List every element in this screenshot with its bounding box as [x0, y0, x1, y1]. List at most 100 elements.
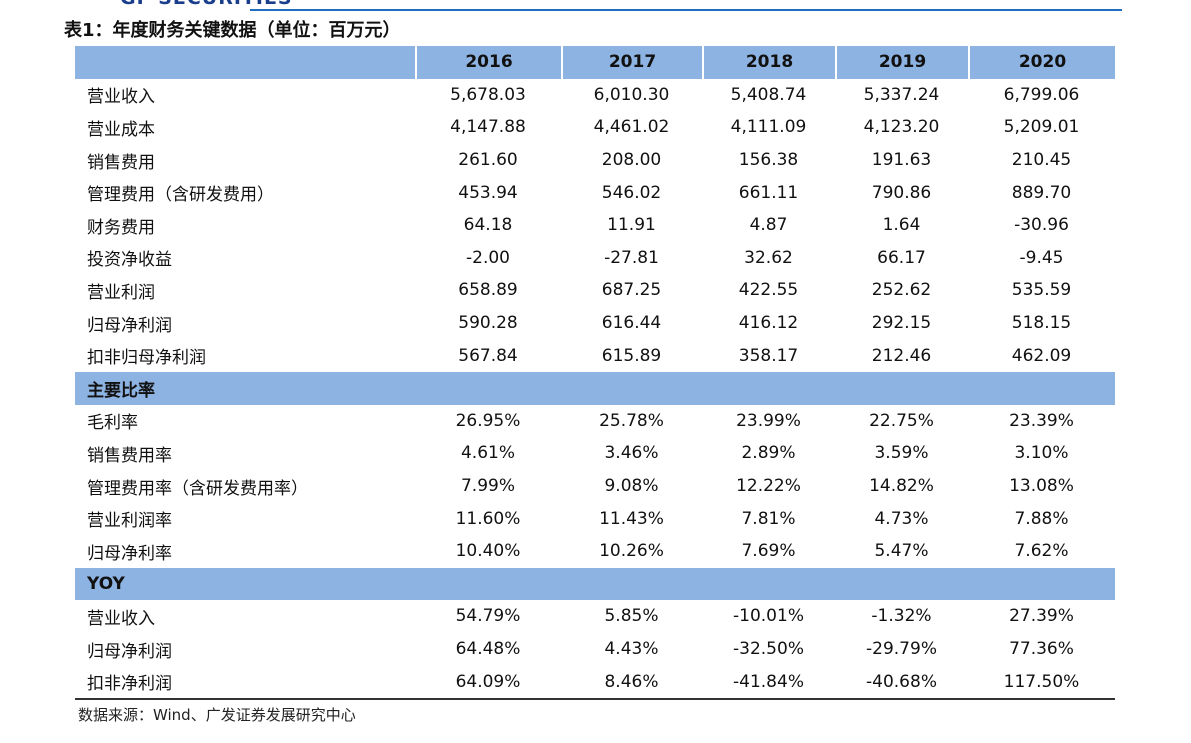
cell-value: -1.32% [871, 606, 932, 627]
cell-value: 1.64 [882, 215, 921, 236]
cell-value: 616.44 [601, 313, 662, 334]
cell-value: 4,461.02 [593, 117, 670, 138]
cell-value: 191.63 [871, 150, 932, 171]
section-row [75, 372, 1115, 405]
section-title: YOY [87, 573, 125, 594]
cell-value: 615.89 [601, 345, 662, 366]
cell-value: 23.39% [1009, 410, 1074, 431]
column-header: 2017 [561, 46, 702, 79]
cell-value: 453.94 [458, 182, 518, 203]
cell-value: 6,799.06 [1003, 84, 1080, 105]
cell-value: 212.46 [871, 345, 932, 366]
cell-value: 14.82% [869, 476, 934, 497]
cell-value: 5.85% [604, 606, 659, 627]
cell-value: 590.28 [458, 313, 518, 334]
cell-value: 4,147.88 [450, 117, 526, 138]
cell-value: 261.60 [458, 150, 518, 171]
header-rule [250, 9, 1122, 11]
cell-value: 4.43% [604, 639, 659, 660]
cell-value: -30.96 [1014, 215, 1069, 236]
column-header: 2020 [968, 46, 1115, 79]
cell-value: 535.59 [1011, 280, 1072, 301]
row-label: 归母净利润 [87, 641, 172, 662]
cell-value: 7.99% [460, 476, 515, 497]
cell-value: 3.46% [604, 443, 659, 464]
cell-value: 4,111.09 [730, 117, 807, 138]
row-label: 财务费用 [87, 217, 155, 238]
cell-value: 4.87 [749, 215, 788, 236]
row-label: 归母净利润 [87, 315, 172, 336]
row-label: 扣非净利润 [87, 674, 172, 695]
cell-value: 7.62% [1014, 541, 1069, 562]
cell-value: 7.81% [741, 508, 796, 529]
column-header: 2018 [702, 46, 835, 79]
cell-value: 5,337.24 [863, 84, 940, 105]
cell-value: 27.39% [1009, 606, 1074, 627]
cell-value: 64.18 [463, 215, 513, 236]
cell-value: 5.47% [874, 541, 929, 562]
cell-value: 567.84 [458, 345, 518, 366]
cell-value: 10.26% [599, 541, 664, 562]
cell-value: 11.60% [455, 508, 521, 529]
column-header: 2019 [835, 46, 968, 79]
cell-value: 11.43% [599, 508, 664, 529]
cell-value: -9.45 [1019, 247, 1064, 268]
section-title: 主要比率 [87, 380, 155, 401]
row-label: 营业成本 [87, 119, 155, 140]
cell-value: 12.22% [736, 476, 801, 497]
cell-value: 32.62 [744, 247, 793, 268]
cell-value: 64.09% [455, 671, 521, 692]
cell-value: 889.70 [1011, 182, 1072, 203]
cell-value: 4,123.20 [863, 117, 940, 138]
cell-value: 13.08% [1009, 476, 1074, 497]
cell-value: 5,678.03 [450, 84, 526, 105]
cell-value: -40.68% [866, 671, 937, 692]
cell-value: 546.02 [601, 182, 662, 203]
cell-value: 687.25 [601, 280, 662, 301]
cell-value: 25.78% [599, 410, 664, 431]
cell-value: 8.46% [604, 671, 659, 692]
cell-value: 658.89 [458, 280, 518, 301]
row-label: 投资净收益 [87, 250, 172, 271]
cell-value: 9.08% [604, 476, 659, 497]
cell-value: 2.89% [741, 443, 796, 464]
row-label: 毛利率 [87, 413, 138, 434]
cell-value: 252.62 [871, 280, 932, 301]
cell-value: 4.61% [460, 443, 515, 464]
cell-value: 23.99% [736, 410, 801, 431]
cell-value: 117.50% [1003, 671, 1080, 692]
row-label: 管理费用（含研发费用） [87, 185, 274, 206]
cell-value: 5,408.74 [730, 84, 807, 105]
cell-value: 6,010.30 [593, 84, 670, 105]
cell-value: 5,209.01 [1003, 117, 1080, 138]
cell-value: -27.81 [604, 247, 659, 268]
cell-value: -41.84% [733, 671, 804, 692]
source-note: 数据来源：Wind、广发证券发展研究中心 [78, 706, 356, 724]
cell-value: 416.12 [738, 313, 799, 334]
cell-value: 790.86 [871, 182, 932, 203]
cell-value: -32.50% [733, 639, 804, 660]
column-header: 2016 [415, 46, 561, 79]
row-label: 销售费用率 [87, 445, 172, 466]
cell-value: 26.95% [455, 410, 521, 431]
cell-value: 518.15 [1011, 313, 1072, 334]
cell-value: 7.88% [1014, 508, 1069, 529]
cell-value: 358.17 [738, 345, 799, 366]
cell-value: 22.75% [869, 410, 934, 431]
cell-value: 64.48% [455, 639, 521, 660]
cell-value: 4.73% [874, 508, 929, 529]
table-title: 表1：年度财务关键数据（单位：百万元） [64, 20, 401, 41]
cell-value: 156.38 [738, 150, 799, 171]
cell-value: 3.10% [1014, 443, 1069, 464]
row-label: 营业收入 [87, 87, 155, 108]
row-label: 扣非归母净利润 [87, 348, 206, 369]
cell-value: 208.00 [601, 150, 662, 171]
row-label: 归母净利率 [87, 543, 172, 564]
cell-value: 77.36% [1009, 639, 1074, 660]
row-label: 管理费用率（含研发费用率） [87, 478, 308, 499]
logo: GF SECURITIES [120, 0, 293, 9]
cell-value: -2.00 [466, 247, 510, 268]
row-label: 营业利润率 [87, 511, 172, 532]
